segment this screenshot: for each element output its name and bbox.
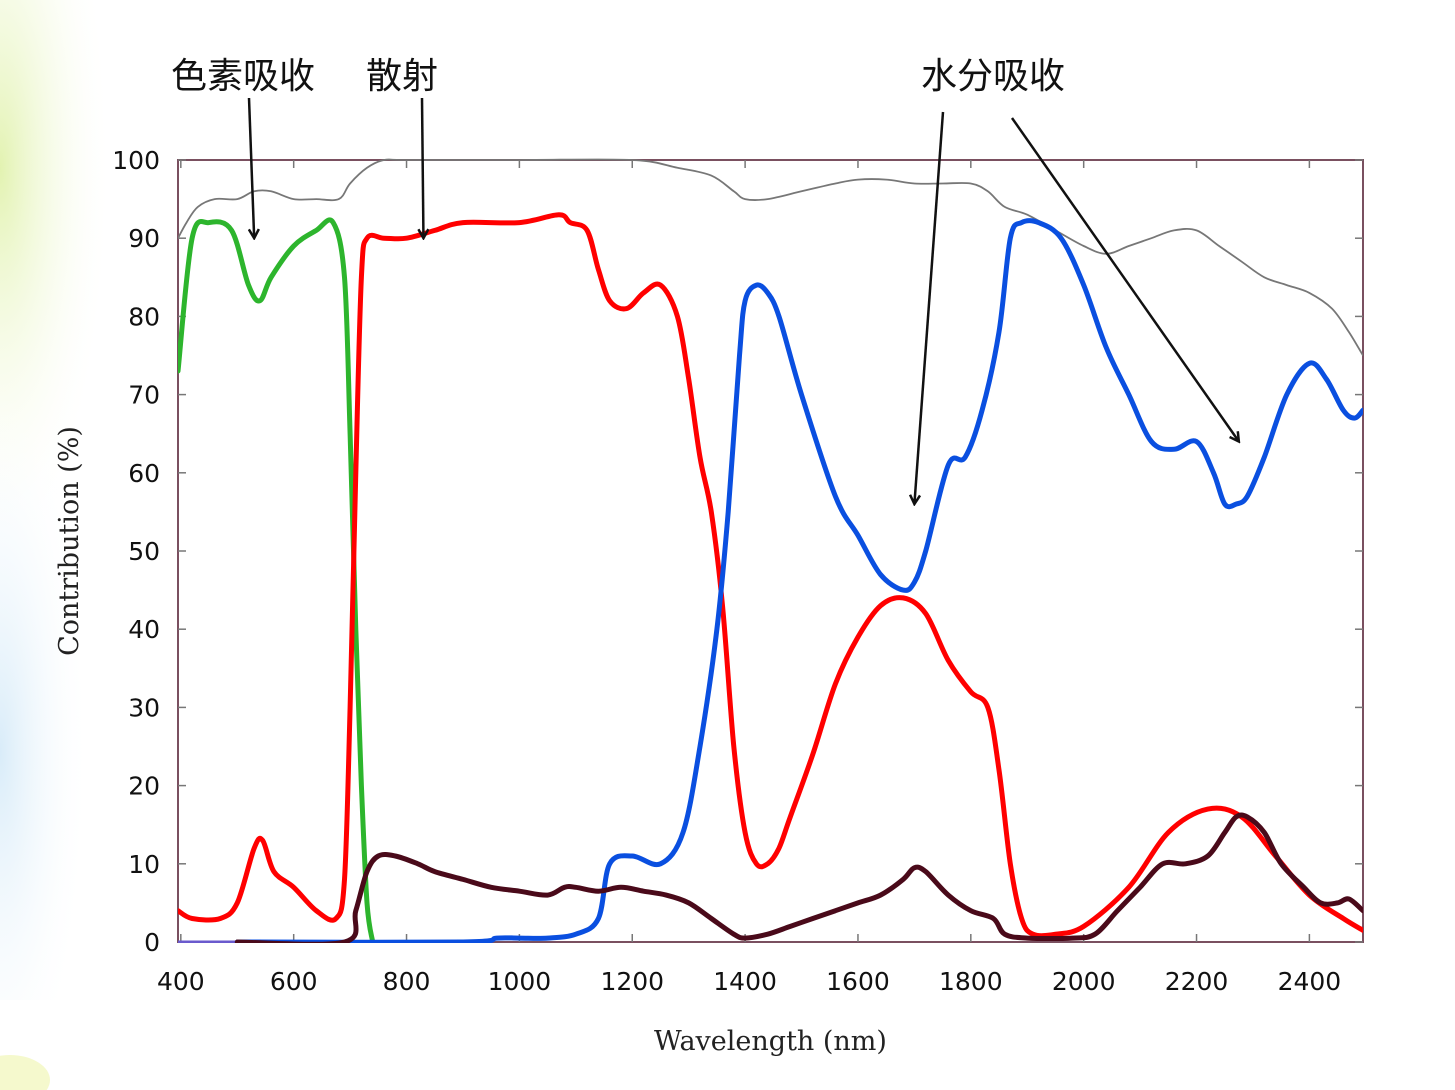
x-tick-label: 2000 <box>1052 967 1116 996</box>
annotation-label: 色素吸收 <box>171 56 315 97</box>
y-tick-label: 70 <box>128 381 160 410</box>
annotation-arrow <box>247 97 254 238</box>
other-series-line <box>234 812 1363 943</box>
water-series-line <box>234 218 1363 943</box>
y-tick-label: 60 <box>128 459 160 488</box>
y-tick-label: 40 <box>128 615 160 644</box>
envelope-line <box>178 158 1363 356</box>
annotation-label: 散射 <box>366 56 438 97</box>
y-tick-label: 80 <box>128 302 160 331</box>
x-tick-label: 600 <box>270 967 318 996</box>
y-tick-label: 10 <box>128 850 160 879</box>
annotation-arrow <box>422 97 423 238</box>
x-tick-label: 2400 <box>1278 967 1342 996</box>
y-tick-label: 50 <box>128 537 160 566</box>
annotation-arrow <box>1010 117 1239 442</box>
y-tick-label: 30 <box>128 693 160 722</box>
x-tick-label: 400 <box>157 967 205 996</box>
scattering-series-line <box>178 212 1363 939</box>
x-tick-label: 1600 <box>826 967 890 996</box>
annotation-label: 水分吸收 <box>921 56 1065 97</box>
x-tick-label: 1800 <box>939 967 1003 996</box>
x-tick-label: 1200 <box>600 967 664 996</box>
y-tick-label: 20 <box>128 772 160 801</box>
x-tick-label: 2200 <box>1165 967 1229 996</box>
y-tick-label: 90 <box>128 224 160 253</box>
y-axis-title: Contribution (%) <box>54 426 85 656</box>
x-tick-label: 1000 <box>488 967 552 996</box>
x-axis-title: Wavelength (nm) <box>654 1026 887 1057</box>
y-tick-label: 0 <box>144 928 160 957</box>
annotation-arrow <box>914 111 945 504</box>
x-tick-label: 800 <box>383 967 431 996</box>
pigment-series-line <box>178 217 376 943</box>
y-tick-label: 100 <box>112 146 160 175</box>
x-tick-label: 1400 <box>713 967 777 996</box>
